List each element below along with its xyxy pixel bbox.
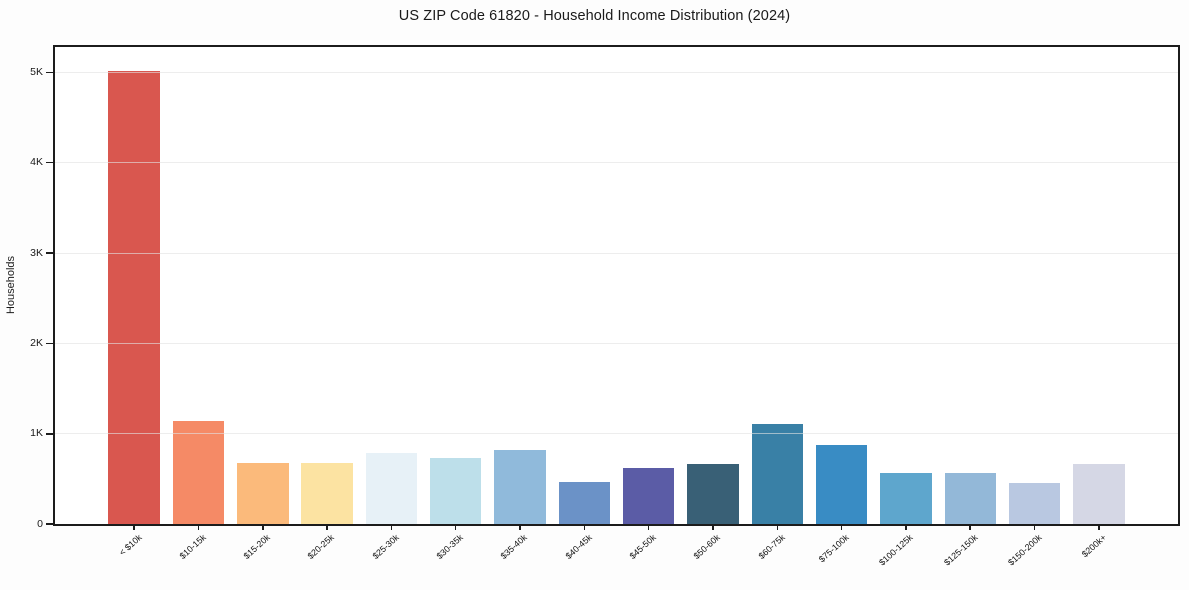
x-tick-mark <box>583 524 586 530</box>
y-tick-label: 1K <box>30 427 43 440</box>
y-tick-label: 4K <box>30 156 43 169</box>
x-tick-label: $30-35k <box>434 532 465 561</box>
bar-slot <box>295 47 359 524</box>
bar-slot <box>1002 47 1066 524</box>
y-tick-label: 2K <box>30 336 43 349</box>
x-tick-mark <box>905 524 907 530</box>
bar-30-35k <box>430 458 482 524</box>
bar-20-25k <box>301 462 353 524</box>
bar-slot <box>102 47 166 524</box>
y-tick-mark <box>46 71 53 74</box>
y-tick-label: 0 <box>37 517 43 530</box>
bar-slot <box>166 47 230 524</box>
y-tick-mark <box>46 523 53 525</box>
bar-slot <box>552 47 616 524</box>
bar-10-15k <box>172 421 225 524</box>
x-tick-mark <box>840 524 843 530</box>
x-tick-mark <box>262 524 264 530</box>
bar-slot <box>874 47 938 524</box>
x-tick-label: $45-50k <box>627 532 658 561</box>
bar-40-45k <box>558 482 611 524</box>
x-tick-label: $50-60k <box>691 532 723 561</box>
bar-25-30k <box>365 452 418 524</box>
x-tick-label: < $10k <box>116 532 144 558</box>
x-tick-label: $75-100k <box>816 532 851 565</box>
bar-45-50k <box>622 468 675 524</box>
bar-slot <box>745 47 809 524</box>
bar-10k <box>108 70 160 524</box>
y-tick-label: 3K <box>30 246 43 259</box>
y-tick-mark <box>46 432 53 435</box>
bar-35-40k <box>494 449 546 524</box>
bars-container <box>55 47 1178 524</box>
x-tick-label: $100-125k <box>877 532 915 568</box>
y-axis-label: Households <box>5 255 17 315</box>
x-tick-label: $10-15k <box>177 532 208 561</box>
x-tick-mark <box>776 524 779 530</box>
bar-slot <box>938 47 1002 524</box>
plot-area: 0 1K 2K 3K 4K 5K < $10k $10-15k $15-20k $20-25k $2… <box>30 45 1180 568</box>
x-tick-label: $150-200k <box>1005 532 1044 568</box>
x-tick-mark <box>326 524 328 530</box>
bar-50-60k <box>687 464 739 524</box>
y-tick-mark <box>46 161 53 164</box>
x-tick-mark <box>390 524 393 530</box>
y-tick-mark <box>46 342 53 345</box>
x-tick-mark <box>133 524 135 530</box>
bar-75-100k <box>815 444 868 524</box>
bar-slot <box>617 47 681 524</box>
bar-60-75k <box>751 423 803 524</box>
x-tick-mark <box>454 524 457 530</box>
x-tick-label: $15-20k <box>241 532 272 561</box>
bar-15-20k <box>237 462 289 524</box>
x-tick-mark <box>647 524 650 530</box>
x-tick-mark <box>1098 524 1100 530</box>
bar-slot <box>681 47 745 524</box>
x-tick-mark <box>969 524 971 530</box>
x-tick-label: $200k+ <box>1079 532 1108 560</box>
bar-100-125k <box>880 473 932 524</box>
x-tick-mark <box>712 524 714 530</box>
x-tick-label: $25-30k <box>370 532 401 561</box>
bar-slot <box>231 47 295 524</box>
bar-slot <box>359 47 423 524</box>
x-tick-label: $40-45k <box>563 532 594 561</box>
bar-slot <box>1067 47 1131 524</box>
y-tick-label: 5K <box>30 65 43 78</box>
y-tick-mark <box>46 252 53 254</box>
x-tick-label: $35-40k <box>498 532 530 561</box>
x-tick-mark <box>519 524 521 530</box>
x-tick-mark <box>197 524 200 530</box>
bar-slot <box>424 47 488 524</box>
bar-150-200k <box>1008 483 1061 524</box>
x-tick-label: $20-25k <box>305 532 337 561</box>
x-tick-label: $60-75k <box>756 532 787 561</box>
bar-200k <box>1073 464 1125 524</box>
chart-title: US ZIP Code 61820 - Household Income Dis… <box>398 8 791 24</box>
x-tick-mark <box>1033 524 1036 530</box>
bar-125-150k <box>944 473 996 524</box>
x-tick-label: $125-150k <box>941 532 980 568</box>
bar-slot <box>488 47 552 524</box>
bar-slot <box>809 47 873 524</box>
